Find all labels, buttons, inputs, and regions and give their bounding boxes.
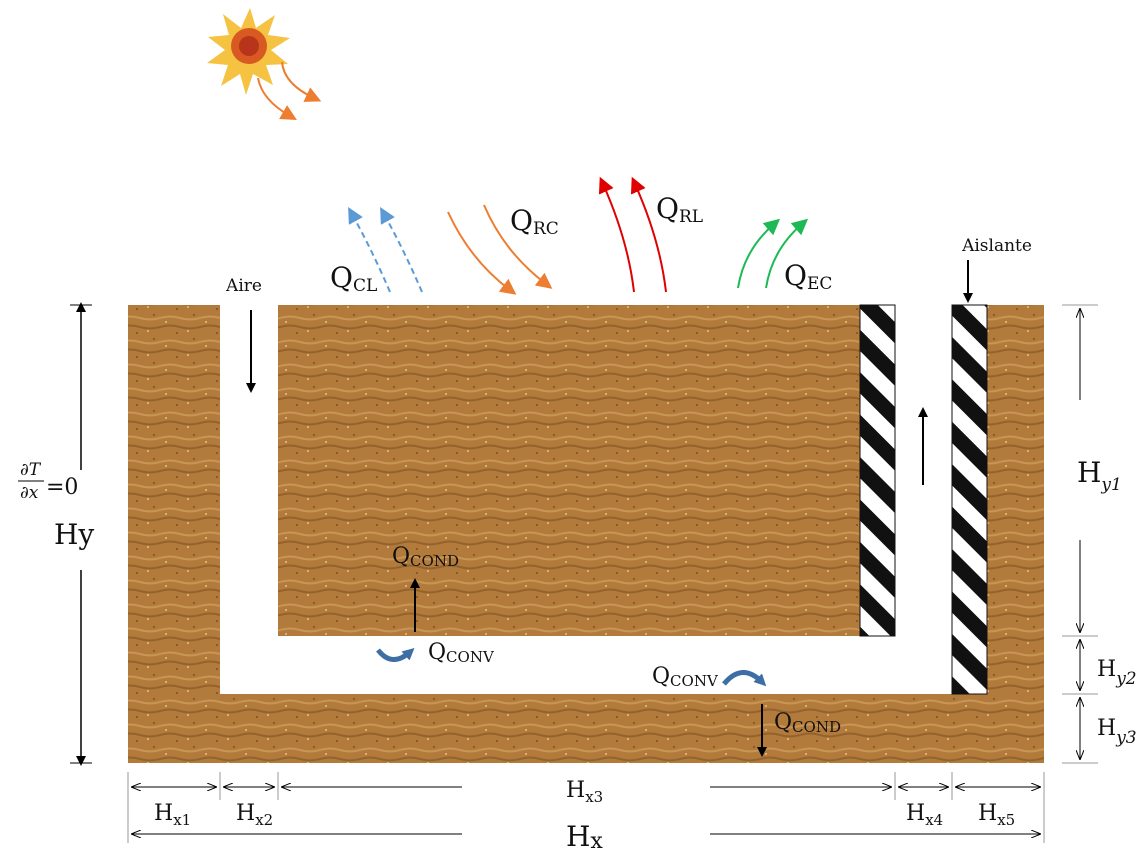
boundary-condition: ∂T ∂x =0: [18, 460, 78, 503]
qec-arrows: [737, 218, 809, 289]
qcond-upper-label: QCOND: [392, 544, 459, 570]
hy-dimension-line: [70, 302, 92, 766]
qconv-right-arrow: [722, 670, 767, 687]
hx1-label: Hx1: [154, 801, 191, 829]
sun-icon: [207, 8, 290, 95]
hx2-label: Hx2: [236, 801, 273, 829]
insulation-left: [859, 304, 896, 637]
svg-text:=0: =0: [46, 475, 78, 500]
qcond-lower-label: QCOND: [774, 710, 841, 736]
qrc-arrows: [447, 204, 553, 295]
solar-radiation-arrows: [257, 61, 322, 120]
qconv-left-arrow: [376, 648, 415, 662]
qcl-arrows: [348, 207, 423, 293]
qconv-left-label: QCONV: [428, 640, 495, 666]
svg-text:∂T: ∂T: [20, 460, 42, 480]
qrl-label: QRL: [656, 192, 703, 227]
hx-label: Hx: [566, 820, 603, 854]
hy3-label: Hy3: [1097, 716, 1137, 748]
hy2-label: Hy2: [1097, 657, 1137, 689]
hy-label: Hy: [54, 518, 94, 551]
hx-dimension-lines: [127, 772, 1045, 843]
insulation-right: [951, 304, 988, 695]
qec-label: QEC: [784, 259, 832, 294]
qrc-label: QRC: [510, 204, 559, 239]
sand-body: [128, 305, 1044, 763]
hx4-label: Hx4: [906, 801, 943, 829]
hx5-label: Hx5: [978, 801, 1015, 829]
hy-right-dimension-lines: [1062, 304, 1098, 764]
qcl-label: QCL: [330, 261, 377, 296]
qrl-arrows: [598, 176, 667, 293]
svg-text:∂x: ∂x: [20, 483, 39, 503]
qconv-right-label: QCONV: [652, 664, 719, 690]
insulation-label: Aislante: [961, 236, 1032, 256]
air-label: Aire: [225, 276, 262, 296]
hx3-label: Hx3: [566, 778, 603, 806]
hy1-label: Hy1: [1077, 456, 1122, 495]
